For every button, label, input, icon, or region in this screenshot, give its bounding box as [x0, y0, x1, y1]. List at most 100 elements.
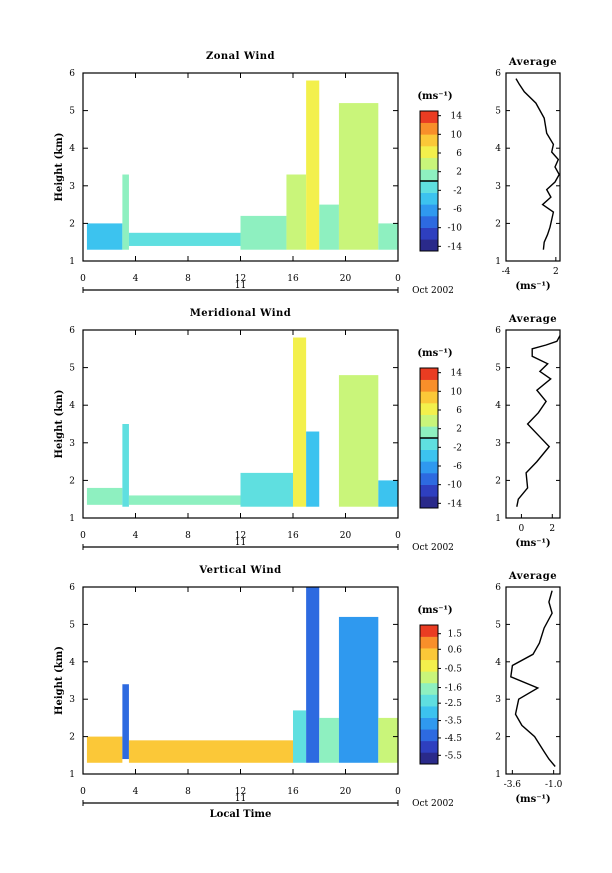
heatmap-cell	[122, 684, 129, 760]
heatmap-cell	[128, 740, 293, 763]
colorbar-swatch	[420, 379, 438, 392]
y-tick-label: 6	[69, 69, 75, 79]
colorbar-tick-label: -14	[448, 242, 463, 252]
profile-frame	[505, 72, 561, 262]
x-tick-label: 0	[80, 531, 86, 541]
profile-x-axis-label: (ms⁻¹)	[515, 794, 550, 805]
profile-x-axis-label: (ms⁻¹)	[515, 538, 550, 549]
x-tick-label: 4	[133, 787, 139, 797]
heatmap-cell	[338, 375, 379, 507]
x-tick-label: 16	[287, 531, 299, 541]
profile-y-tick-label: 4	[495, 401, 501, 411]
heatmap-cell	[306, 587, 320, 763]
profile-y-tick-label: 2	[495, 733, 501, 743]
colorbar-swatch	[420, 659, 438, 672]
x-tick-label: 20	[340, 274, 352, 284]
y-tick-label: 4	[69, 658, 75, 668]
y-tick-label: 5	[69, 364, 75, 374]
profile-y-tick-label: 5	[495, 107, 501, 117]
heatmap-cell	[306, 431, 320, 507]
profile-x-tick-label: 2	[549, 524, 555, 534]
colorbar-swatch	[420, 157, 438, 170]
colorbar-tick-label: 2	[456, 425, 462, 435]
x-tick-label: 0	[395, 787, 401, 797]
colorbar-tick-label: -2.5	[445, 699, 463, 709]
colorbar-swatch	[420, 192, 438, 205]
y-tick-label: 4	[69, 401, 75, 411]
colorbar-tick-label: -6	[453, 462, 462, 472]
colorbar-swatch	[420, 403, 438, 415]
y-axis-label: Height (km)	[54, 390, 65, 459]
colorbar-swatch	[420, 461, 438, 474]
colorbar-tick-label: -6	[453, 205, 462, 215]
profile-x-tick-label: 2	[553, 267, 559, 277]
x-tick-label: 0	[395, 274, 401, 284]
x-tick-label: 0	[395, 531, 401, 541]
colorbar-unit: (ms⁻¹)	[417, 348, 452, 359]
colorbar-swatch	[420, 473, 438, 485]
colorbar-tick-label: 6	[456, 406, 462, 416]
x-tick-label: 12	[235, 787, 246, 797]
colorbar-swatch	[420, 216, 438, 228]
profile-y-tick-label: 5	[495, 364, 501, 374]
colorbar-tick-label: 2	[456, 168, 462, 178]
date-day-label: 11	[235, 538, 246, 548]
x-tick-label: 16	[287, 787, 299, 797]
profile-y-tick-label: 3	[495, 695, 501, 705]
profile-line	[515, 78, 561, 250]
profile-y-tick-label: 6	[495, 69, 501, 79]
colorbar-swatch	[420, 146, 438, 158]
y-axis-label: Height (km)	[54, 133, 65, 202]
colorbar-swatch	[420, 122, 438, 135]
y-tick-label: 1	[69, 514, 75, 524]
profile-y-tick-label: 1	[495, 257, 501, 267]
profile-y-tick-label: 2	[495, 476, 501, 486]
colorbar-swatch	[420, 449, 438, 462]
colorbar-swatch	[420, 368, 438, 380]
colorbar-unit: (ms⁻¹)	[417, 605, 452, 616]
profile-y-tick-label: 2	[495, 219, 501, 229]
x-tick-label: 4	[133, 531, 139, 541]
colorbar-swatch	[420, 484, 438, 497]
x-tick-label: 8	[185, 531, 191, 541]
colorbar-tick-label: -10	[448, 224, 463, 234]
heatmap-cell	[378, 223, 398, 250]
y-tick-label: 3	[69, 695, 75, 705]
x-tick-label: 8	[185, 787, 191, 797]
y-tick-label: 3	[69, 439, 75, 449]
profile-y-tick-label: 3	[495, 439, 501, 449]
heatmap-cell	[319, 204, 339, 250]
x-tick-label: 20	[340, 787, 352, 797]
profile-title: Average	[508, 314, 557, 325]
colorbar-swatch	[420, 671, 438, 684]
date-day-label: 11	[235, 794, 246, 804]
colorbar-swatch	[420, 426, 438, 439]
colorbar-swatch	[420, 239, 438, 252]
colorbar-tick-label: -1.6	[445, 684, 463, 694]
panel-title: Meridional Wind	[190, 308, 292, 319]
date-label: Oct 2002	[412, 543, 454, 553]
y-tick-label: 6	[69, 583, 75, 593]
colorbar-swatch	[420, 227, 438, 240]
heatmap-cell	[338, 616, 379, 763]
profile-y-tick-label: 1	[495, 770, 501, 780]
heatmap-cell	[240, 215, 287, 250]
heatmap-cell	[293, 337, 307, 507]
colorbar-tick-label: 1.5	[448, 630, 463, 640]
heatmap-cell	[128, 495, 241, 505]
heatmap-cell	[378, 480, 398, 507]
colorbar-tick-label: 6	[456, 149, 462, 159]
profile-frame	[505, 586, 561, 775]
colorbar-tick-label: -2	[453, 443, 462, 453]
y-tick-label: 5	[69, 620, 75, 630]
heatmap-cell	[319, 717, 339, 763]
y-tick-label: 6	[69, 326, 75, 336]
profile-y-tick-label: 4	[495, 144, 501, 154]
profile-x-axis-label: (ms⁻¹)	[515, 281, 550, 292]
colorbar-tick-label: -5.5	[445, 751, 463, 761]
date-label: Oct 2002	[412, 799, 454, 809]
colorbar-swatch	[420, 717, 438, 730]
heatmap-cell	[293, 710, 307, 763]
